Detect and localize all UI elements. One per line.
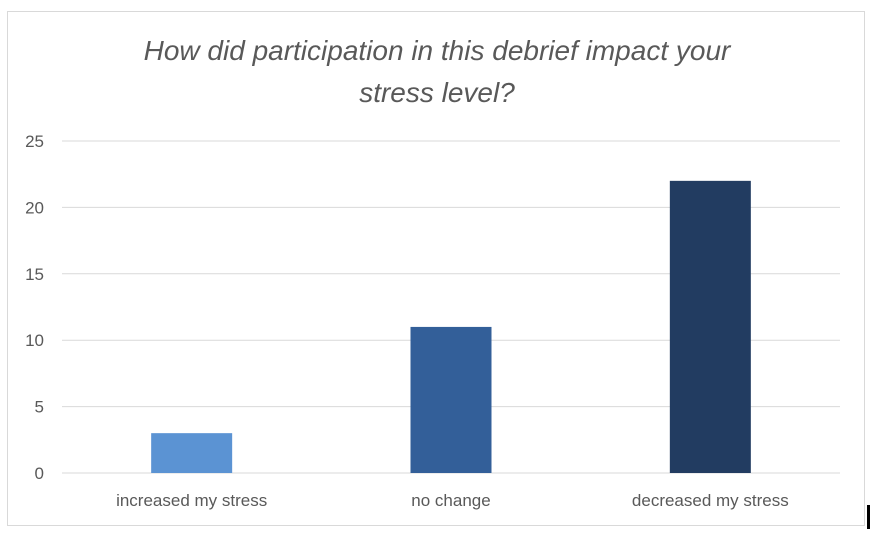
- x-tick-label-decreased-my-stress: decreased my stress: [632, 491, 789, 510]
- y-tick-label-10: 10: [25, 331, 44, 350]
- x-tick-label-no-change: no change: [411, 491, 490, 510]
- bar-increased-my-stress: [151, 433, 233, 473]
- y-tick-label-25: 25: [25, 132, 44, 151]
- chart-title: How did participation in this debrief im…: [0, 30, 874, 114]
- y-tick-label-5: 5: [35, 398, 44, 417]
- bar-no-change: [410, 326, 492, 473]
- y-tick-label-15: 15: [25, 265, 44, 284]
- edge-mark: [867, 505, 870, 529]
- bar-decreased-my-stress: [669, 180, 751, 473]
- x-tick-label-increased-my-stress: increased my stress: [116, 491, 267, 510]
- y-tick-label-20: 20: [25, 198, 44, 217]
- chart-title-line-1: How did participation in this debrief im…: [143, 35, 731, 66]
- chart-title-line-2: stress level?: [359, 77, 515, 108]
- y-tick-label-0: 0: [35, 464, 44, 483]
